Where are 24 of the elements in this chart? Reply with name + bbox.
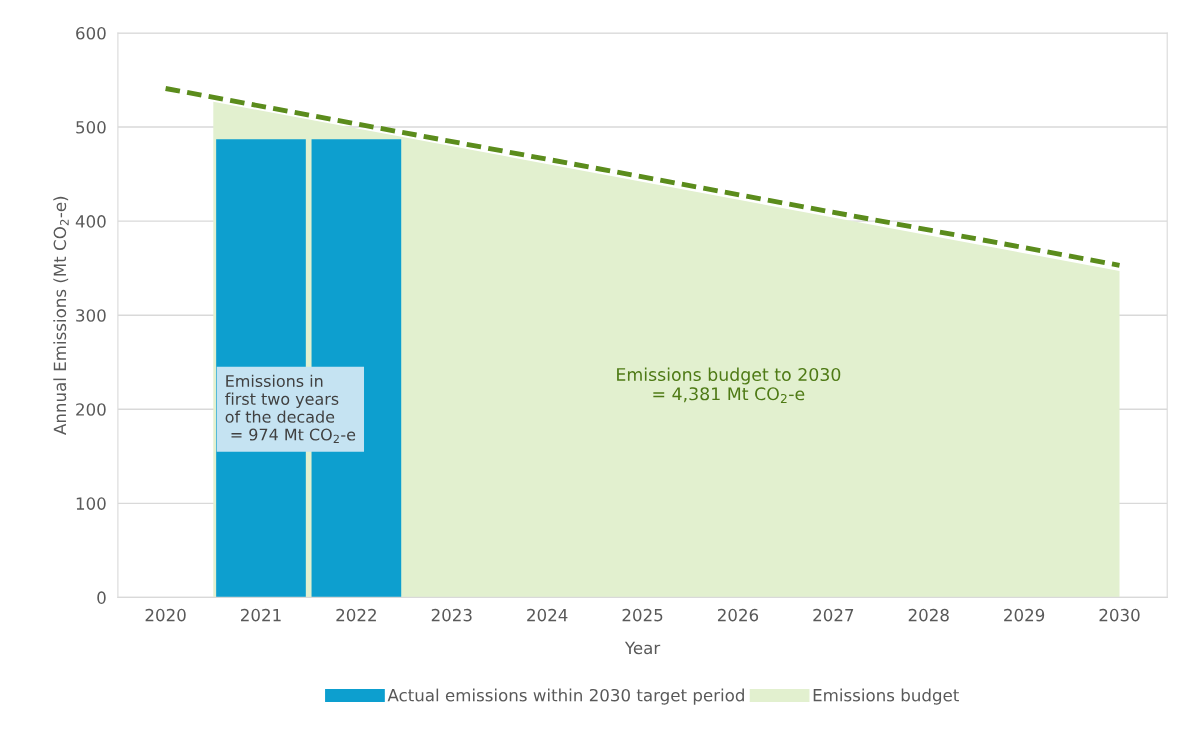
x-tick-label: 2030 [1099, 608, 1140, 622]
x-tick-label: 2024 [527, 608, 568, 622]
x-tick-label: 2022 [336, 608, 376, 622]
y-tick-label: 300 [76, 309, 106, 322]
annotation: Emissions in first two years of the decade = 974 Mt CO$_{2}$-e [225, 374, 356, 443]
y-tick-label: 400 [75, 215, 106, 228]
legend-label: Actual emissions within 2030 target period [387, 688, 744, 705]
y-tick-label: 100 [76, 497, 106, 510]
y-tick-label: 500 [76, 121, 106, 134]
x-tick-label: 2027 [813, 608, 854, 622]
x-axis-title: Year [624, 641, 661, 655]
x-tick-label: 2029 [1004, 608, 1045, 622]
y-tick-label: 600 [76, 26, 106, 40]
x-tick-label: 2020 [145, 608, 186, 622]
x-tick-label: 2028 [908, 608, 949, 622]
x-tick-label: 2023 [431, 608, 472, 622]
x-tick-label: 2026 [717, 608, 759, 622]
y-tick-label: 200 [76, 403, 106, 416]
x-tick-label: 2021 [241, 608, 281, 622]
y-axis-title: Annual Emissions (Mt CO$_{2}$-e) [53, 196, 69, 435]
annotation: Emissions budget to 2030 = 4,381 Mt CO$_{2}$-e [617, 367, 841, 403]
legend-label: Emissions budget [813, 688, 959, 705]
y-tick-label: 0 [97, 591, 106, 604]
x-tick-label: 2025 [622, 608, 663, 622]
